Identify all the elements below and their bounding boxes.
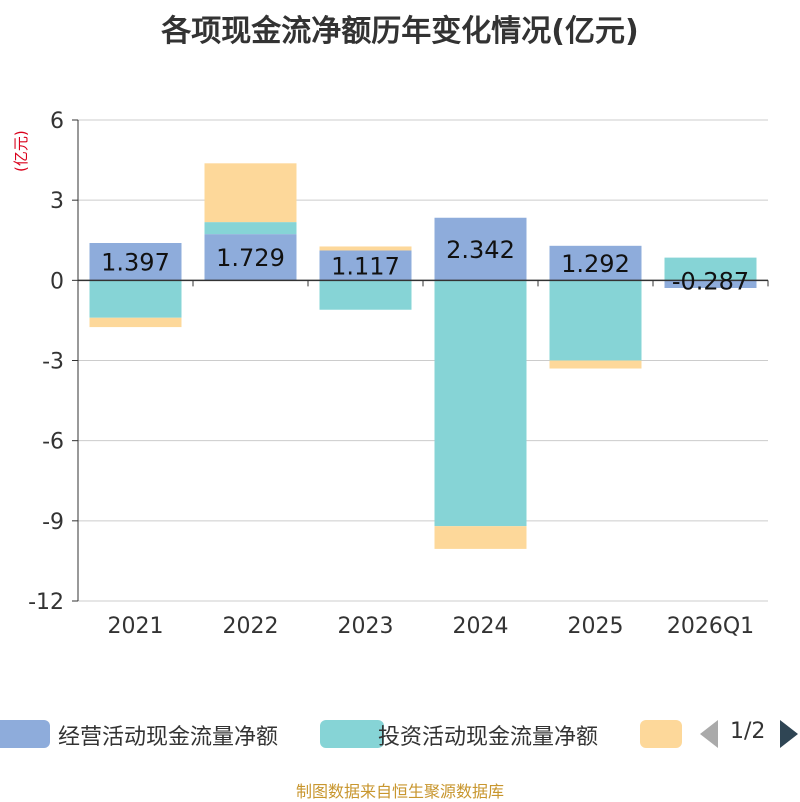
data-label-2024: 2.342 [446,236,515,264]
chart-title: 各项现金流净额历年变化情况(亿元) [161,14,639,49]
bar-2022-series-2 [204,163,297,223]
bar-2022-series-1 [204,222,297,235]
x-tick-label-2021: 2021 [108,614,164,639]
bar-2025-series-1 [549,280,642,361]
x-tick-label-2025: 2025 [568,614,624,639]
data-source-note: 制图数据来自恒生聚源数据库 [295,782,504,801]
bar-2021-series-1 [89,280,182,318]
x-tick-label-2022: 2022 [223,614,279,639]
legend-next-page-icon[interactable] [780,720,798,748]
x-tick-label-2023: 2023 [338,614,394,639]
bar-2025-series-2 [549,360,642,369]
data-label-2023: 1.117 [331,252,400,280]
legend-swatch-financing [640,720,682,748]
data-label-2022: 1.729 [216,244,285,272]
y-tick-label: 6 [50,109,64,134]
y-tick-label: -6 [42,430,64,455]
x-tick-label-2026Q1: 2026Q1 [667,614,754,639]
bar-2023-series-1 [319,280,412,310]
legend-label-operating: 经营活动现金流量净额 [58,725,279,750]
y-tick-label: -3 [42,350,64,375]
data-label-2025: 1.292 [561,250,630,278]
legend-prev-page-icon[interactable] [700,720,718,748]
chart-plot: 6 3 0 -3 -6 -9 -12 1.397 1.729 1.117 2.342 1.292 -0.… [28,109,769,639]
x-tick-label-2024: 2024 [453,614,509,639]
bar-2026Q1-series-1 [664,257,757,281]
bar-2023-series-2 [319,246,412,251]
bar-2024-series-0 [434,217,527,281]
y-tick-label: 3 [50,189,64,214]
bar-2023-series-0 [319,250,412,281]
data-label-2021: 1.397 [101,249,170,277]
legend-swatch-investing [320,720,384,748]
legend-page-indicator: 1/2 [730,719,766,744]
bar-2024-series-1 [434,280,527,527]
y-tick-label: -12 [28,590,64,615]
legend: 经营活动现金流量净额 投资活动现金流量净额 1/2 [0,714,800,754]
data-label-2026Q1: -0.287 [672,267,749,295]
bar-2021-series-2 [89,317,182,328]
bar-2024-series-2 [434,526,527,549]
bar-2021-series-0 [89,243,182,281]
y-tick-label: 0 [50,269,64,294]
bar-2022-series-0 [204,234,297,281]
bar-2025-series-0 [549,245,642,281]
bar-2026Q1-series-0 [664,280,757,289]
legend-swatch-operating [0,720,50,748]
legend-label-investing: 投资活动现金流量净额 [378,725,599,750]
y-tick-label: -9 [42,510,64,535]
